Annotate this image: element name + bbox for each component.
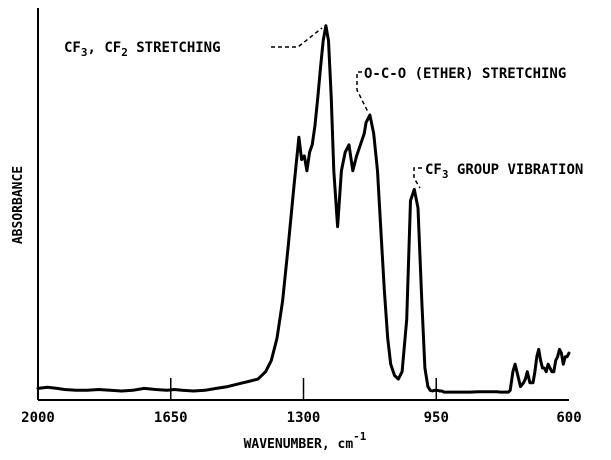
x-axis-title-text: WAVENUMBER, cm [244, 437, 354, 452]
annotation-cf3-cf2-end: STRETCHING [128, 40, 221, 56]
x-tick-label-2000: 2000 [21, 410, 55, 426]
x-tick-labels: 2000 1650 1300 950 600 [21, 410, 582, 426]
annotation-cf3-group-text: CF3 GROUP VIBRATION [425, 162, 583, 181]
x-axis-title-exponent: -1 [353, 430, 367, 443]
annotation-cf3-group-sub1: 3 [442, 168, 449, 181]
x-tick-label-950: 950 [424, 410, 449, 426]
annotation-ether: O-C-O (ETHER) STRETCHING [356, 66, 566, 113]
annotation-cf3-cf2-main: CF [64, 40, 81, 56]
annotation-ether-text: O-C-O (ETHER) STRETCHING [364, 66, 566, 82]
x-tick-label-1650: 1650 [154, 410, 188, 426]
y-axis-title: ABSORBANCE [11, 166, 26, 244]
annotation-cf3-cf2-leader [271, 27, 323, 48]
annotation-cf3-cf2: CF3, CF2 STRETCHING [64, 27, 323, 59]
spectrum-line [36, 24, 571, 394]
annotation-cf3-cf2-mid: , CF [87, 40, 121, 56]
annotation-cf3-cf2-sub2: 2 [121, 46, 128, 59]
annotation-cf3-cf2-text: CF3, CF2 STRETCHING [64, 40, 221, 59]
annotation-cf3-group-leader [413, 167, 422, 189]
annotation-ether-leader [356, 71, 369, 113]
annotation-cf3-group: CF3 GROUP VIBRATION [413, 162, 583, 189]
x-tick-label-600: 600 [556, 410, 581, 426]
annotation-cf3-cf2-sub1: 3 [81, 46, 88, 59]
annotation-cf3-group-end: GROUP VIBRATION [448, 162, 583, 178]
x-axis-title: WAVENUMBER, cm-1 [244, 430, 367, 452]
annotation-cf3-group-main: CF [425, 162, 442, 178]
x-tick-label-1300: 1300 [287, 410, 321, 426]
